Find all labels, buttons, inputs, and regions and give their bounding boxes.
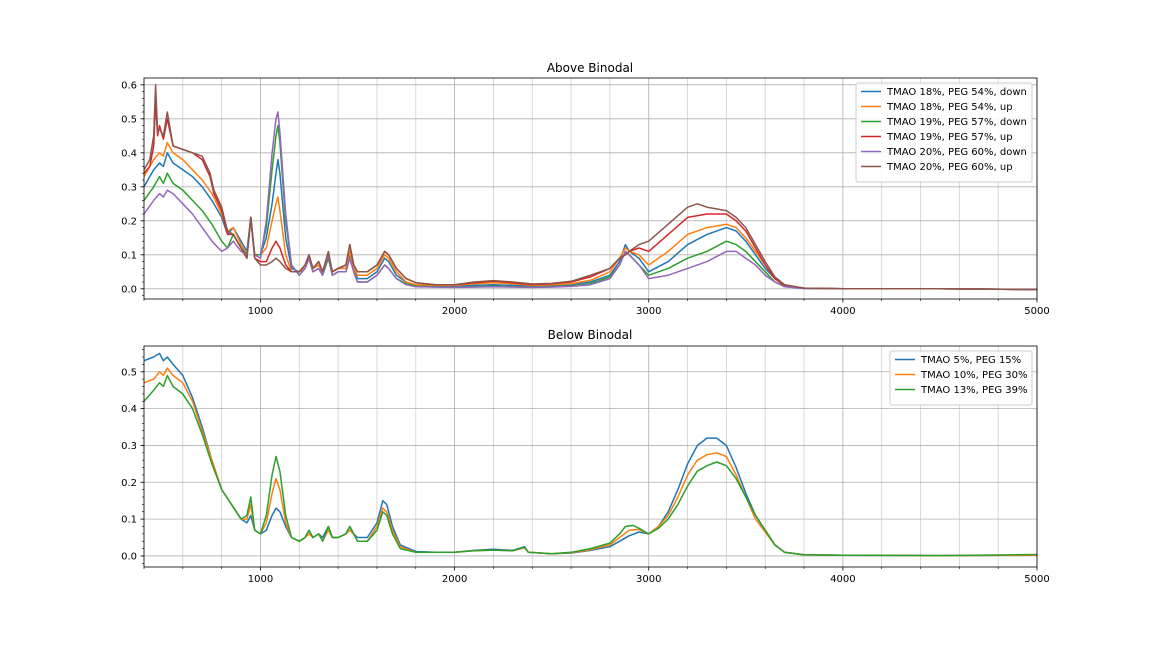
x-tick-label: 2000 [442, 306, 467, 317]
legend-label: TMAO 20%, PEG 60%, down [886, 147, 1027, 158]
series-line-2 [144, 367, 1037, 557]
y-tick-label: 0.4 [121, 404, 137, 415]
x-tick-label: 1000 [248, 574, 273, 585]
y-tick-label: 0.6 [121, 80, 137, 91]
series-line-6 [144, 84, 1037, 291]
legend-label: TMAO 20%, PEG 60%, up [886, 162, 1013, 173]
x-tick-label: 3000 [636, 306, 661, 317]
y-tick-label: 0.5 [121, 367, 137, 378]
y-tick-label: 0.1 [121, 515, 137, 526]
y-tick-label: 0.0 [121, 284, 137, 295]
chart-title: Below Binodal [548, 328, 633, 342]
ticks: 1000 2000 3000 4000 5000 0.0 0.1 0.2 0.3 0.4 0.5 0.… [121, 80, 1050, 317]
axes-frame [143, 345, 1038, 568]
series-group [144, 352, 1037, 557]
chart-above-binodal: Above Binodal 1000 2000 3000 4000 5000 0.0 0.1… [121, 61, 1050, 317]
legend-label: TMAO 13%, PEG 39% [920, 385, 1028, 396]
chart-title: Above Binodal [547, 61, 633, 75]
ticks: 1000 2000 3000 4000 5000 0.0 0.1 0.2 0.3 0.4 0.5 [121, 349, 1050, 585]
y-tick-label: 0.0 [121, 551, 137, 562]
x-tick-label: 3000 [636, 574, 661, 585]
y-tick-label: 0.1 [121, 250, 137, 261]
series-line-3 [144, 374, 1037, 557]
y-tick-label: 0.2 [121, 216, 137, 227]
legend-box [889, 350, 1033, 406]
series-line-2 [144, 141, 1037, 291]
legend-label: TMAO 18%, PEG 54%, up [886, 102, 1013, 113]
x-tick-label: 4000 [830, 306, 855, 317]
legend-box [855, 82, 1033, 183]
legend-label: TMAO 10%, PEG 30% [920, 370, 1028, 381]
legend-label: TMAO 19%, PEG 57%, up [886, 132, 1013, 143]
y-tick-label: 0.2 [121, 478, 137, 489]
chart-below-binodal: Below Binodal 1000 2000 3000 4000 5000 0.0 0.1… [121, 328, 1050, 585]
y-tick-label: 0.5 [121, 114, 137, 125]
y-tick-label: 0.4 [121, 148, 137, 159]
series-line-5 [144, 111, 1037, 291]
legend-label: TMAO 19%, PEG 57%, down [886, 117, 1027, 128]
legend: TMAO 5%, PEG 15% TMAO 10%, PEG 30% TMAO 13… [889, 350, 1033, 406]
y-tick-label: 0.3 [121, 441, 137, 452]
x-tick-label: 5000 [1024, 574, 1049, 585]
legend-label: TMAO 18%, PEG 54%, down [886, 87, 1027, 98]
axes-frame [143, 77, 1038, 300]
legend: TMAO 18%, PEG 54%, down TMAO 18%, PEG 54%… [855, 82, 1033, 183]
x-tick-label: 1000 [248, 306, 273, 317]
x-tick-label: 2000 [442, 574, 467, 585]
x-tick-label: 5000 [1024, 306, 1049, 317]
y-tick-label: 0.3 [121, 182, 137, 193]
series-line-1 [144, 352, 1037, 557]
legend-label: TMAO 5%, PEG 15% [920, 355, 1021, 366]
x-tick-label: 4000 [830, 574, 855, 585]
series-group [144, 84, 1037, 291]
